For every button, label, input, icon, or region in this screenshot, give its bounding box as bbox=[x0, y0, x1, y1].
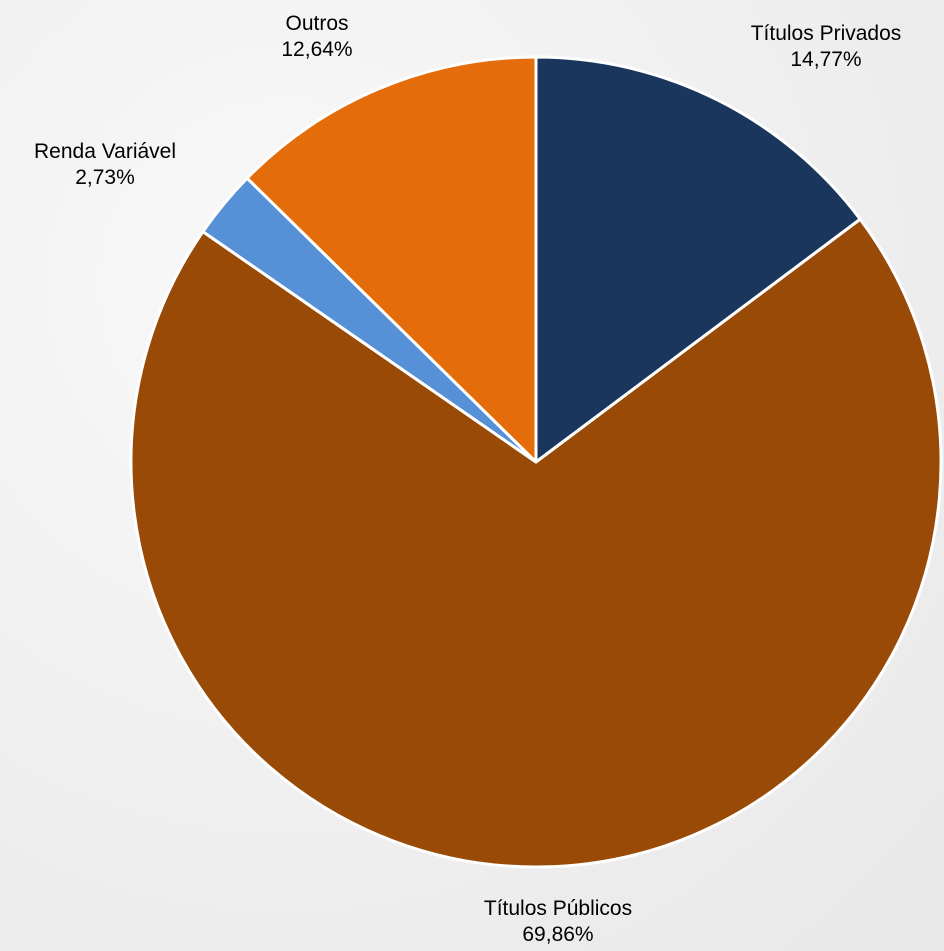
pie-slice-t-tulos-p-blicos bbox=[129, 217, 943, 869]
slice-label-value: 2,73% bbox=[75, 166, 135, 189]
pie-slices bbox=[129, 55, 943, 869]
slice-label-value: 12,64% bbox=[281, 38, 352, 61]
slice-label-value: 14,77% bbox=[790, 48, 861, 71]
slice-label-name: Outros bbox=[285, 12, 348, 35]
pie-labels: Títulos Privados 14,77% Títulos Públicos 69… bbox=[34, 12, 901, 946]
slice-label-name: Renda Variável bbox=[34, 140, 176, 163]
slice-label-value: 69,86% bbox=[522, 923, 593, 946]
pie-slice-t-tulos-privados bbox=[534, 55, 862, 464]
slice-label-name: Títulos Públicos bbox=[484, 897, 632, 920]
slice-label-name: Títulos Privados bbox=[751, 22, 902, 45]
pie-slice-outros bbox=[245, 55, 538, 464]
